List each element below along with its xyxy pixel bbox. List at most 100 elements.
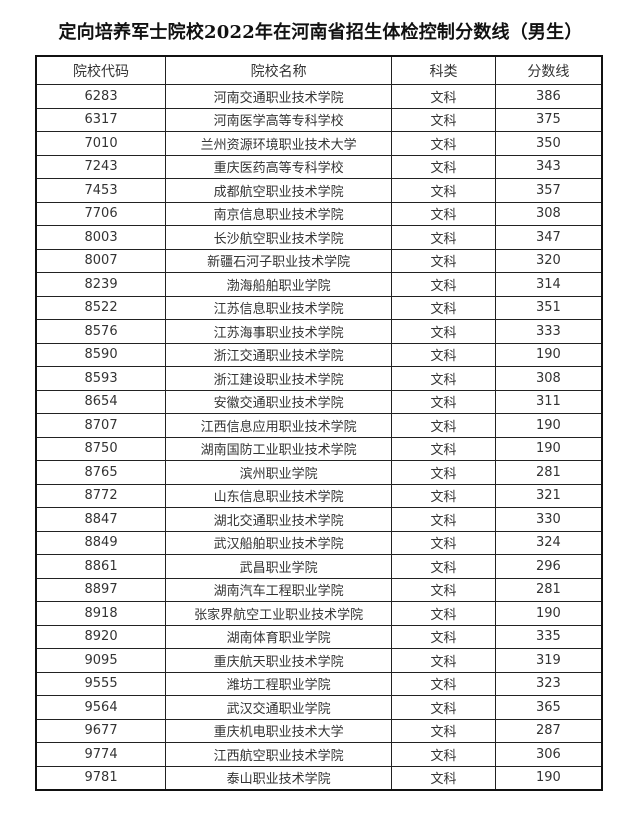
school-code-cell: 8920 (35, 624, 167, 649)
table-row: 8918 张家界航空工业职业技术学院 文科 190 (35, 601, 603, 626)
category-cell: 文科 (391, 272, 496, 297)
school-code-cell: 8576 (35, 319, 167, 344)
school-code-cell: 7453 (35, 178, 167, 203)
school-name-cell: 重庆医药高等专科学校 (165, 154, 393, 179)
table-row: 9781 泰山职业技术学院 文科 190 (35, 765, 603, 791)
score-cell: 190 (494, 601, 603, 626)
score-cell: 190 (494, 342, 603, 367)
school-code-cell: 8003 (35, 225, 167, 250)
score-cell: 320 (494, 248, 603, 273)
table-row: 8920 湖南体育职业学院 文科 335 (35, 624, 603, 649)
category-cell: 文科 (391, 507, 496, 532)
header-category: 科类 (391, 55, 496, 85)
table-row: 8007 新疆石河子职业技术学院 文科 320 (35, 248, 603, 273)
table-row: 7453 成都航空职业技术学院 文科 357 (35, 178, 603, 203)
category-cell: 文科 (391, 624, 496, 649)
score-cell: 351 (494, 295, 603, 320)
school-name-cell: 武汉交通职业学院 (165, 695, 393, 720)
score-cell: 319 (494, 648, 603, 673)
score-cell: 347 (494, 225, 603, 250)
category-cell: 文科 (391, 295, 496, 320)
category-cell: 文科 (391, 178, 496, 203)
school-name-cell: 湖南汽车工程职业学院 (165, 577, 393, 602)
score-cell: 365 (494, 695, 603, 720)
category-cell: 文科 (391, 107, 496, 132)
table-row: 6317 河南医学高等专科学校 文科 375 (35, 107, 603, 132)
score-cell: 314 (494, 272, 603, 297)
category-cell: 文科 (391, 530, 496, 555)
school-name-cell: 武汉船舶职业技术学院 (165, 530, 393, 555)
school-code-cell: 8590 (35, 342, 167, 367)
category-cell: 文科 (391, 436, 496, 461)
table-row: 7706 南京信息职业技术学院 文科 308 (35, 201, 603, 226)
school-code-cell: 8772 (35, 483, 167, 508)
school-name-cell: 潍坊工程职业学院 (165, 671, 393, 696)
score-cell: 190 (494, 413, 603, 438)
school-code-cell: 8654 (35, 389, 167, 414)
school-code-cell: 8861 (35, 554, 167, 579)
score-cell: 281 (494, 460, 603, 485)
school-name-cell: 武昌职业学院 (165, 554, 393, 579)
score-cell: 308 (494, 366, 603, 391)
table-row: 7010 兰州资源环境职业技术大学 文科 350 (35, 131, 603, 156)
score-cell: 287 (494, 718, 603, 743)
score-cell: 330 (494, 507, 603, 532)
school-name-cell: 泰山职业技术学院 (165, 765, 393, 791)
school-name-cell: 江西信息应用职业技术学院 (165, 413, 393, 438)
table-header-row: 院校代码 院校名称 科类 分数线 (35, 55, 603, 85)
category-cell: 文科 (391, 577, 496, 602)
category-cell: 文科 (391, 84, 496, 109)
school-code-cell: 8897 (35, 577, 167, 602)
category-cell: 文科 (391, 413, 496, 438)
table-row: 9774 江西航空职业技术学院 文科 306 (35, 742, 603, 767)
school-name-cell: 渤海船舶职业学院 (165, 272, 393, 297)
category-cell: 文科 (391, 131, 496, 156)
table-row: 8897 湖南汽车工程职业学院 文科 281 (35, 577, 603, 602)
header-score-line: 分数线 (494, 55, 603, 85)
school-code-cell: 8007 (35, 248, 167, 273)
table-row: 6283 河南交通职业技术学院 文科 386 (35, 84, 603, 109)
category-cell: 文科 (391, 765, 496, 791)
score-cell: 343 (494, 154, 603, 179)
school-code-cell: 7706 (35, 201, 167, 226)
table-row: 8654 安徽交通职业技术学院 文科 311 (35, 389, 603, 414)
school-name-cell: 山东信息职业技术学院 (165, 483, 393, 508)
score-cell: 386 (494, 84, 603, 109)
school-name-cell: 江西航空职业技术学院 (165, 742, 393, 767)
category-cell: 文科 (391, 366, 496, 391)
table-row: 8003 长沙航空职业技术学院 文科 347 (35, 225, 603, 250)
school-name-cell: 兰州资源环境职业技术大学 (165, 131, 393, 156)
table-row: 8590 浙江交通职业技术学院 文科 190 (35, 342, 603, 367)
school-code-cell: 8847 (35, 507, 167, 532)
school-name-cell: 南京信息职业技术学院 (165, 201, 393, 226)
school-code-cell: 9095 (35, 648, 167, 673)
school-code-cell: 6283 (35, 84, 167, 109)
table-row: 9677 重庆机电职业技术大学 文科 287 (35, 718, 603, 743)
school-name-cell: 浙江建设职业技术学院 (165, 366, 393, 391)
school-code-cell: 7243 (35, 154, 167, 179)
score-cell: 357 (494, 178, 603, 203)
school-code-cell: 9781 (35, 765, 167, 791)
school-name-cell: 重庆航天职业技术学院 (165, 648, 393, 673)
score-cell: 190 (494, 436, 603, 461)
school-code-cell: 6317 (35, 107, 167, 132)
category-cell: 文科 (391, 225, 496, 250)
school-code-cell: 8522 (35, 295, 167, 320)
school-name-cell: 河南医学高等专科学校 (165, 107, 393, 132)
category-cell: 文科 (391, 648, 496, 673)
score-cell: 281 (494, 577, 603, 602)
category-cell: 文科 (391, 601, 496, 626)
score-cell: 306 (494, 742, 603, 767)
table-row: 8765 滨州职业学院 文科 281 (35, 460, 603, 485)
school-code-cell: 8918 (35, 601, 167, 626)
category-cell: 文科 (391, 389, 496, 414)
school-name-cell: 湖南国防工业职业技术学院 (165, 436, 393, 461)
table-row: 7243 重庆医药高等专科学校 文科 343 (35, 154, 603, 179)
score-cell: 324 (494, 530, 603, 555)
school-code-cell: 8765 (35, 460, 167, 485)
score-cell: 323 (494, 671, 603, 696)
score-cell: 190 (494, 765, 603, 791)
score-table: 院校代码 院校名称 科类 分数线 6283 河南交通职业技术学院 文科 386 6317… (35, 55, 603, 791)
page-title: 定向培养军士院校2022年在河南省招生体检控制分数线（男生） (58, 22, 583, 43)
school-name-cell: 湖北交通职业技术学院 (165, 507, 393, 532)
